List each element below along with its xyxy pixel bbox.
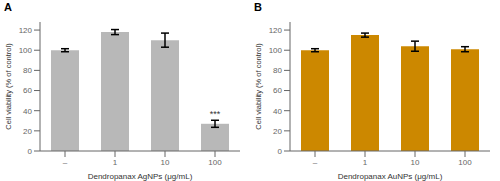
- svg-text:Dendropanax AuNPs (μg/mL): Dendropanax AuNPs (μg/mL): [338, 172, 443, 181]
- svg-text:0: 0: [28, 147, 33, 156]
- svg-text:80: 80: [273, 66, 282, 75]
- svg-text:0: 0: [278, 147, 283, 156]
- svg-text:10: 10: [411, 158, 420, 167]
- svg-text:40: 40: [23, 107, 32, 116]
- svg-text:–: –: [63, 158, 68, 167]
- svg-text:100: 100: [208, 158, 222, 167]
- html-text:A: A: [4, 1, 12, 13]
- svg-text:Dendropanax AgNPs (μg/mL): Dendropanax AgNPs (μg/mL): [88, 172, 193, 181]
- svg-text:100: 100: [19, 46, 33, 55]
- html-text:B: B: [254, 1, 262, 13]
- svg-text:120: 120: [269, 26, 283, 35]
- svg-text:20: 20: [23, 127, 32, 136]
- svg-text:1: 1: [113, 158, 118, 167]
- svg-text:120: 120: [19, 26, 33, 35]
- svg-text:20: 20: [273, 127, 282, 136]
- svg-text:Cell viability (% of control): Cell viability (% of control): [8, 43, 13, 130]
- svg-text:60: 60: [273, 86, 282, 95]
- svg-text:1: 1: [363, 158, 368, 167]
- svg-text:60: 60: [23, 86, 32, 95]
- svg-text:10: 10: [161, 158, 170, 167]
- svg-text:100: 100: [269, 46, 283, 55]
- svg-text:80: 80: [23, 66, 32, 75]
- svg-text:–: –: [313, 158, 318, 167]
- svg-text:100: 100: [458, 158, 472, 167]
- svg-text:Cell viability (% of control): Cell viability (% of control): [254, 43, 263, 130]
- svg-text:40: 40: [273, 107, 282, 116]
- svg-text:***: ***: [210, 109, 221, 119]
